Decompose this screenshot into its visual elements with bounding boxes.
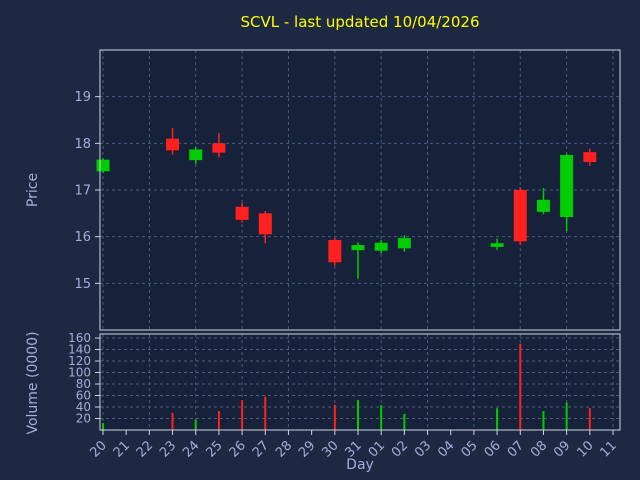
x-tick-label: 11	[598, 438, 620, 460]
volume-tick-label: 40	[76, 400, 91, 414]
candle-body-31	[351, 245, 365, 251]
candle-body-24	[189, 149, 203, 161]
volume-tick-label: 80	[76, 377, 91, 391]
candle-body-07	[513, 190, 527, 242]
candle-body-02	[397, 238, 411, 249]
candle-body-09	[560, 155, 574, 218]
candle-body-27	[258, 213, 272, 235]
candle-body-23	[166, 138, 180, 151]
x-tick-label: 10	[574, 438, 596, 460]
x-tick-label: 23	[157, 438, 179, 460]
x-axis-label: Day	[346, 457, 374, 473]
x-tick-label: 29	[296, 438, 318, 460]
candle-body-08	[536, 199, 550, 212]
price-tick-label: 19	[74, 90, 91, 105]
candle-body-25	[212, 143, 226, 153]
x-tick-label: 06	[482, 438, 504, 460]
x-tick-label: 30	[319, 438, 341, 460]
x-tick-label: 27	[250, 438, 272, 460]
x-tick-label: 31	[343, 438, 365, 460]
candle-body-20	[96, 159, 110, 172]
volume-tick-label: 160	[68, 331, 91, 345]
x-tick-label: 09	[551, 438, 573, 460]
x-tick-label: 22	[134, 438, 156, 460]
x-tick-label: 03	[412, 438, 434, 460]
candle-body-26	[235, 206, 249, 220]
x-tick-label: 07	[505, 438, 527, 460]
volume-panel-spine	[99, 333, 621, 431]
candle-body-30	[328, 239, 342, 263]
volume-tick-label: 120	[68, 354, 91, 368]
volume-panel	[100, 334, 620, 430]
x-tick-label: 21	[111, 438, 133, 460]
x-tick-label: 04	[435, 438, 457, 460]
volume-tick-label: 100	[68, 366, 91, 380]
volume-tick-label: 60	[76, 389, 91, 403]
volume-tick-label: 140	[68, 343, 91, 357]
candle-body-10	[583, 152, 597, 162]
x-tick-label: 25	[203, 438, 225, 460]
volume-tick-label: 20	[76, 412, 91, 426]
chart-title: SCVL - last updated 10/04/2026	[240, 13, 480, 31]
x-tick-label: 01	[366, 438, 388, 460]
candle-body-06	[490, 243, 504, 247]
price-tick-label: 16	[74, 230, 91, 245]
x-tick-label: 05	[458, 438, 480, 460]
x-tick-label: 08	[528, 438, 550, 460]
price-tick-label: 18	[74, 137, 91, 152]
price-tick-label: 17	[74, 184, 91, 199]
price-tick-label: 15	[74, 277, 91, 292]
x-tick-label: 24	[180, 438, 202, 460]
x-tick-label: 20	[88, 438, 110, 460]
x-tick-label: 02	[389, 438, 411, 460]
candle-body-01	[374, 242, 388, 251]
x-tick-label: 28	[273, 438, 295, 460]
x-tick-label: 26	[227, 438, 249, 460]
